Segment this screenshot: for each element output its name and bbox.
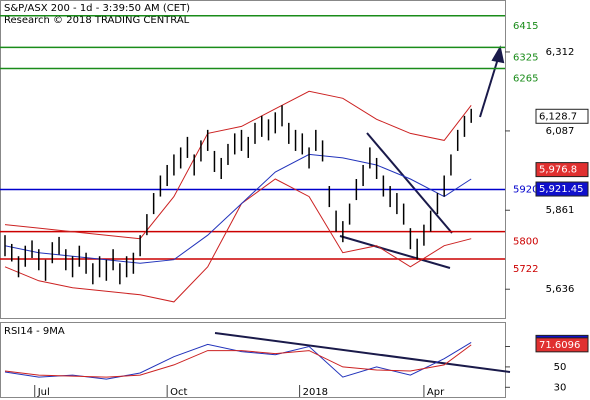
x-tick-label: Apr — [427, 387, 445, 398]
x-tick-label: 2018 — [303, 387, 328, 398]
indicator-line — [4, 153, 472, 264]
value-box — [535, 108, 589, 124]
rsi-tick-label: 50 — [554, 362, 567, 373]
level-label: 5722 — [513, 264, 538, 275]
price-panel — [0, 0, 506, 319]
value-box — [535, 337, 589, 353]
trendlines — [214, 45, 511, 373]
level-label: 6265 — [513, 73, 538, 84]
x-tick-label: Oct — [170, 387, 187, 398]
level-label: 5920 — [513, 185, 538, 196]
chart-subtitle: Research © 2018 TRADING CENTRAL — [4, 15, 190, 26]
rsi-title: RSI14 - 9MA — [4, 326, 65, 337]
level-label: 5800 — [513, 237, 538, 248]
rsi-line — [4, 344, 472, 378]
level-label: 6415 — [513, 21, 538, 32]
x-tick-label: Jul — [37, 387, 50, 398]
value-box-label: 5,921.45 — [539, 184, 584, 195]
level-label: 6325 — [513, 52, 538, 63]
y-tick-label: 5,636 — [546, 284, 575, 295]
indicator-line — [4, 90, 472, 240]
rsi-tick-label: 30 — [554, 382, 567, 393]
value-box — [535, 162, 589, 178]
value-box-label: 6,128.7 — [539, 111, 577, 122]
y-tick-label: 5,861 — [546, 205, 575, 216]
value-box-label: 5,976.8 — [539, 165, 577, 176]
y-tick-label: 6,087 — [546, 126, 575, 137]
y-tick-label: 6,312 — [546, 47, 575, 58]
value-box-label: 71.6096 — [539, 340, 580, 351]
chart-title: S&P/ASX 200 - 1d - 3:39:50 AM (CET) — [4, 3, 190, 14]
value-box — [535, 181, 589, 197]
